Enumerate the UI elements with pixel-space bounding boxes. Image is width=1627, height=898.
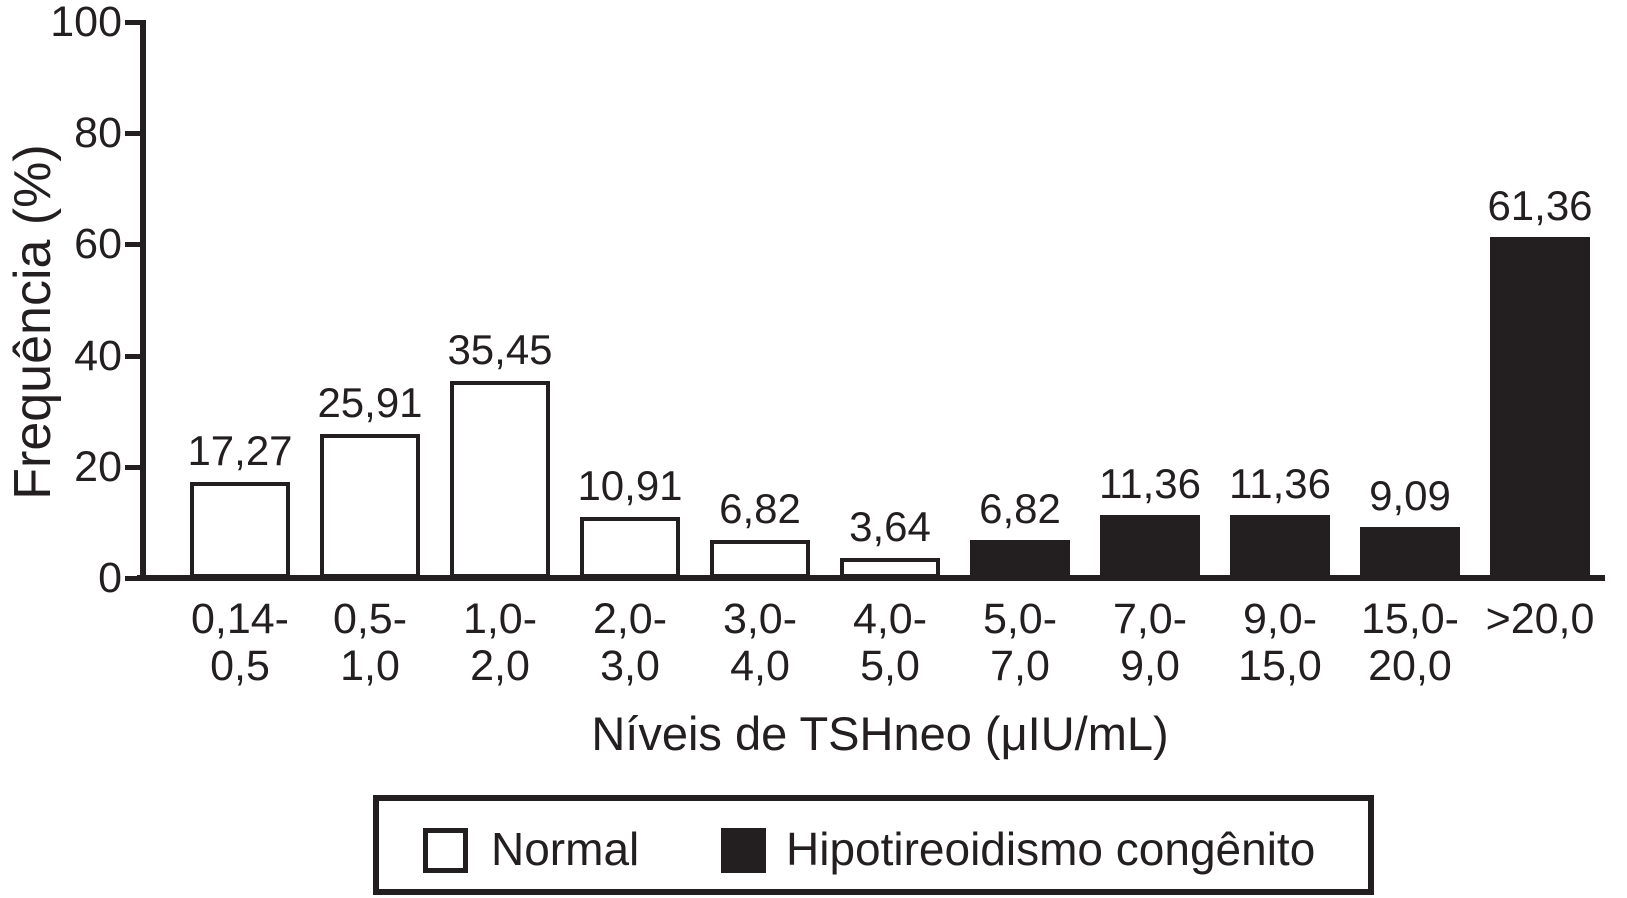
x-tick-label-line: 2,0- (592, 595, 668, 643)
x-tick-label-line: 4,0- (852, 595, 928, 643)
bar-7,0-9,0 (1100, 514, 1200, 578)
x-tick-label-line: 5,0 (860, 642, 920, 690)
x-tick-label-2,0-3,0: 2,0- 3,0 (555, 596, 705, 690)
x-tick-label-line: 1,0- (462, 595, 538, 643)
bar-value-label-7,0-9,0: 11,36 (1099, 459, 1201, 507)
y-tick-label-40: 40 (74, 331, 122, 380)
x-axis-line (137, 575, 1605, 581)
x-tick-label-line: 3,0- (722, 595, 798, 643)
bar-value-label->20,0: 61,36 (1487, 181, 1593, 229)
legend-swatch-hipotireoidismo-congenito (721, 828, 766, 873)
bar-value-label-2,0-3,0: 10,91 (577, 462, 683, 510)
x-tick-label-line: 0,14- (190, 595, 289, 643)
bar->20,0 (1490, 236, 1590, 578)
bar-5,0-7,0 (970, 540, 1070, 578)
x-tick-label-1,0-2,0: 1,0- 2,0 (425, 596, 575, 690)
x-tick-label-line: 20,0 (1368, 642, 1452, 690)
x-tick-label-9,0-15,0: 9,0- 15,0 (1205, 596, 1355, 690)
x-tick-label-line: 1,0 (340, 642, 400, 690)
legend: Normal Hipotireoidismo congênito (373, 795, 1374, 895)
bar-value-label-0,14-0,5: 17,27 (187, 426, 293, 474)
x-tick-label-4,0-5,0: 4,0- 5,0 (815, 596, 965, 690)
x-tick-label-line: 3,0 (600, 642, 660, 690)
bar-value-label-5,0-7,0: 6,82 (979, 485, 1061, 533)
x-tick-label-line: 4,0 (730, 642, 790, 690)
y-tick-label-20: 20 (74, 442, 122, 491)
bar-4,0-5,0 (840, 557, 940, 578)
bar-9,0-15,0 (1230, 514, 1330, 578)
x-tick-label-line: 0,5- (332, 595, 408, 643)
bar-value-label-4,0-5,0: 3,64 (849, 502, 931, 550)
x-tick-label-line: 0,5 (210, 642, 270, 690)
y-tick-label-80: 80 (74, 109, 122, 158)
bar-0,14-0,5 (190, 481, 290, 578)
bar-2,0-3,0 (580, 517, 680, 578)
x-tick-label-line: 2,0 (470, 642, 530, 690)
y-tick-mark-0 (125, 576, 142, 581)
bar-0,5-1,0 (320, 433, 420, 578)
legend-label-normal: Normal (491, 823, 640, 875)
x-tick-label-15,0-20,0: 15,0- 20,0 (1335, 596, 1485, 690)
x-tick-label-line: 9,0- (1242, 595, 1318, 643)
x-tick-label-line: 15,0 (1238, 642, 1322, 690)
bar-15,0-20,0 (1360, 527, 1460, 578)
bar-3,0-4,0 (710, 540, 810, 578)
legend-swatch-normal (423, 828, 468, 873)
legend-label-hipotireoidismo-congenito: Hipotireoidismo congênito (786, 823, 1316, 875)
x-tick-label->20,0: >20,0 (1465, 596, 1615, 643)
x-axis-title: Níveis de TSHneo (μIU/mL) (591, 707, 1169, 760)
x-tick-label-0,14-0,5: 0,14- 0,5 (165, 596, 315, 690)
y-tick-mark-40 (125, 353, 142, 359)
y-tick-mark-80 (125, 131, 142, 137)
x-tick-label-7,0-9,0: 7,0- 9,0 (1075, 596, 1225, 690)
y-tick-mark-20 (125, 464, 142, 470)
bar-1,0-2,0 (450, 380, 550, 578)
x-tick-label-line: >20,0 (1485, 595, 1595, 643)
bar-value-label-0,5-1,0: 25,91 (317, 378, 423, 426)
y-tick-label-100: 100 (50, 0, 122, 46)
y-tick-label-60: 60 (74, 220, 122, 269)
x-tick-label-line: 7,0 (990, 642, 1050, 690)
x-tick-label-line: 15,0- (1360, 595, 1459, 643)
x-tick-label-line: 5,0- (982, 595, 1058, 643)
bar-value-label-15,0-20,0: 9,09 (1369, 472, 1451, 520)
x-tick-label-0,5-1,0: 0,5- 1,0 (295, 596, 445, 690)
y-tick-mark-100 (125, 20, 142, 25)
y-axis-line (140, 20, 146, 581)
x-tick-label-line: 7,0- (1112, 595, 1188, 643)
y-tick-label-0: 0 (98, 554, 122, 602)
bar-value-label-9,0-15,0: 11,36 (1229, 459, 1331, 507)
x-tick-label-5,0-7,0: 5,0- 7,0 (945, 596, 1095, 690)
x-tick-label-3,0-4,0: 3,0- 4,0 (685, 596, 835, 690)
bar-value-label-1,0-2,0: 35,45 (447, 325, 553, 373)
x-tick-label-line: 9,0 (1120, 642, 1180, 690)
bar-value-label-3,0-4,0: 6,82 (719, 485, 801, 533)
y-tick-mark-60 (125, 242, 142, 248)
